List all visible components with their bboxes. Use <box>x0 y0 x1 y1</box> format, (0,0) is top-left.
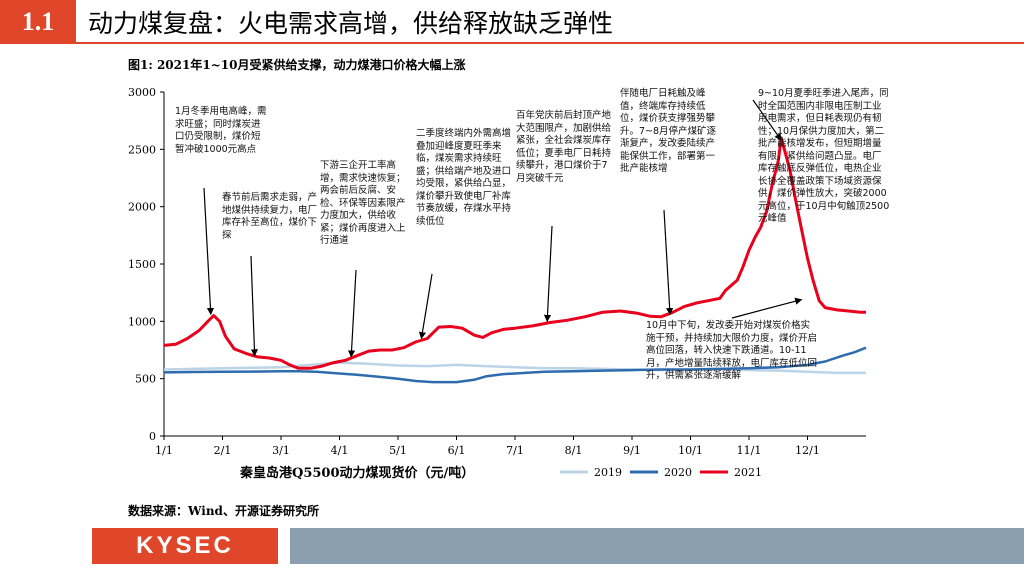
x-tick-label: 1/1 <box>155 444 173 457</box>
annotation-arrow <box>663 209 674 316</box>
annotation-arrow <box>543 225 553 323</box>
annotation-arrow <box>418 273 433 340</box>
x-tick-label: 2/1 <box>214 444 232 457</box>
legend-label-2021: 2021 <box>734 466 762 479</box>
annotation-jul: 百年党庆前后封顶产地大范围限产，加剧供给紧张，全社会煤炭库存低位；夏季电厂日耗持… <box>516 110 612 184</box>
annotation-arrow <box>752 99 782 141</box>
legend-label-2019: 2019 <box>594 466 622 479</box>
source-note: 数据来源：Wind、开源证券研究所 <box>128 504 319 518</box>
y-tick-label: 3000 <box>128 86 156 99</box>
annotation-arrows <box>203 99 803 358</box>
x-tick-label: 12/1 <box>795 444 820 457</box>
figure-caption: 图1: 2021年1~10月受紧供给支撑，动力煤港口价格大幅上涨 <box>128 58 466 72</box>
page-title: 动力煤复盘：火电需求高增，供给释放缺乏弹性 <box>88 9 614 38</box>
x-tick-label: 6/1 <box>448 444 466 457</box>
y-axis: 0 500 1000 1500 2000 2500 3000 <box>128 86 165 443</box>
annotation-arrow <box>250 255 259 357</box>
x-tick-label: 8/1 <box>565 444 583 457</box>
footer-bar <box>290 528 1024 564</box>
y-tick-label: 0 <box>149 430 156 443</box>
x-tick-label: 11/1 <box>737 444 762 457</box>
series-lines <box>163 136 867 384</box>
x-tick-label: 4/1 <box>331 444 349 457</box>
x-tick-label: 3/1 <box>272 444 290 457</box>
y-tick-label: 500 <box>135 373 156 386</box>
series-line-2020 <box>163 346 867 384</box>
x-axis-title: 秦皇岛港Q5500动力煤现货价（元/吨） <box>239 465 474 481</box>
logo-text: KYSEC <box>136 532 234 559</box>
legend: 2019 2020 2021 <box>560 466 762 479</box>
series-line-2021 <box>163 136 866 370</box>
y-tick-label: 1000 <box>128 315 156 328</box>
annotation-mar: 下游三企开工率高增，需求快速恢复；两会前后反腐、安检、环保等因素限产力度加大，供… <box>320 160 406 246</box>
annotation-arrow <box>347 269 357 358</box>
x-axis: 1/1 2/1 3/1 4/1 5/1 6/1 7/1 8/1 9/1 10/1 11/1 12/1 <box>155 435 866 457</box>
annotation-late-oct: 10月中下旬，发改委开始对煤炭价格实施干预，并持续加大限价力度，煤价开启高位回落… <box>646 320 818 381</box>
series-line-2019 <box>163 361 866 375</box>
annotation-jan: 1月冬季用电高峰，需求旺盛；同时煤炭进口仍受限制，煤价短暂冲破1000元高点 <box>175 106 267 155</box>
y-tick-label: 2500 <box>128 143 156 156</box>
x-tick-label: 10/1 <box>678 444 703 457</box>
annotation-q2: 二季度终端内外需高增叠加迎峰度夏旺季来临，煤炭需求持续旺盛；供给端产地及进口均受… <box>416 128 512 227</box>
legend-label-2020: 2020 <box>664 466 692 479</box>
y-tick-label: 2000 <box>128 201 156 214</box>
x-tick-label: 7/1 <box>506 444 524 457</box>
annotation-aug: 伴随电厂日耗触及峰值，终端库存持续低位，煤价获支撑强势攀升。7~8月停产煤矿逐渐… <box>620 88 717 174</box>
annotation-sep-oct: 9~10月夏季旺季进入尾声，同时全国范围内非限电压制工业用电需求，但日耗表现仍有… <box>758 88 890 224</box>
x-tick-label: 5/1 <box>389 444 407 457</box>
annotation-arrow <box>731 297 803 319</box>
kysec-logo: KYSEC <box>92 528 278 564</box>
title-underline <box>76 42 1024 44</box>
section-number-badge: 1.1 <box>0 0 76 44</box>
y-tick-label: 1500 <box>128 258 156 271</box>
section-number: 1.1 <box>21 7 55 36</box>
price-line-chart: 0 500 1000 1500 2000 2500 3000 1/1 2/1 3/1 4/1 5/1… <box>128 86 867 481</box>
annotation-arrow <box>203 187 215 316</box>
x-tick-label: 9/1 <box>623 444 641 457</box>
annotation-feb: 春节前后需求走弱，产地煤供持续复力，电厂库存补至高位，煤价下探 <box>222 192 318 241</box>
